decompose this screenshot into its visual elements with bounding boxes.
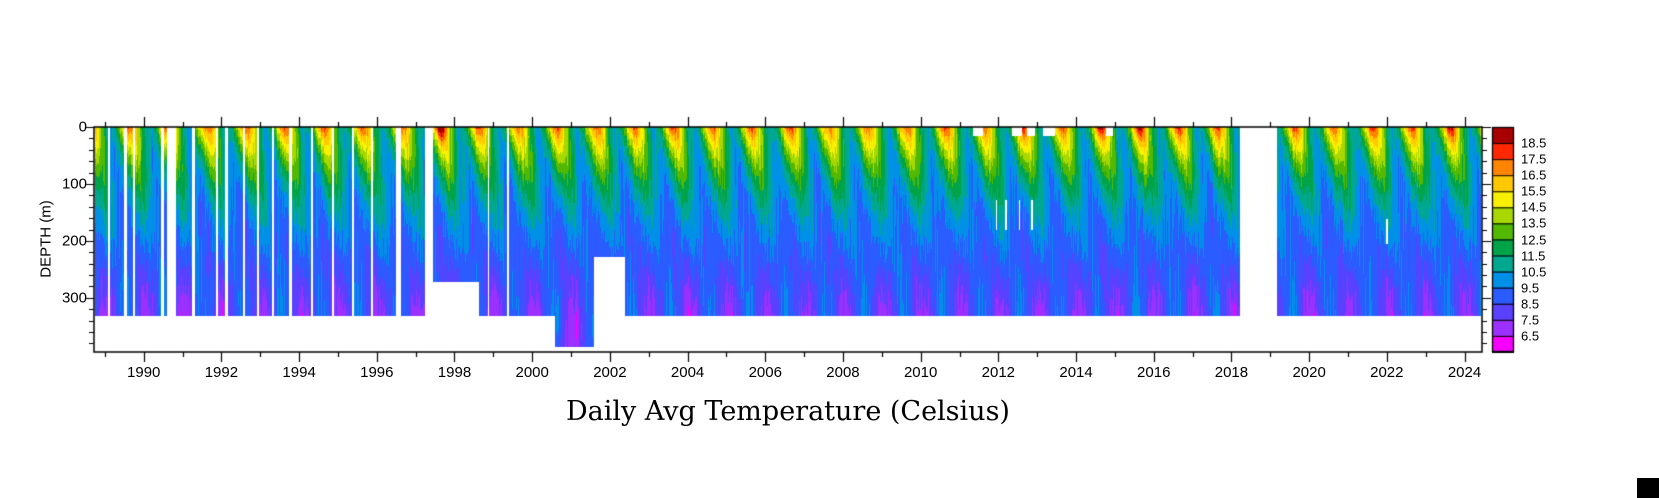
y-axis-tick-label: 0 [78, 118, 87, 136]
corner-mark [1637, 478, 1659, 498]
x-axis-tick-label: 2006 [748, 364, 782, 381]
y-axis-tick-label: 200 [61, 232, 87, 250]
x-axis-tick-label: 2014 [1059, 364, 1093, 381]
x-axis-tick-label: 2012 [981, 364, 1016, 381]
x-axis-tick-label: 2010 [903, 364, 938, 381]
colorbar-tick-label: 13.5 [1521, 215, 1547, 231]
colorbar-tick-label: 14.5 [1521, 199, 1547, 215]
colorbar-tick-label: 10.5 [1521, 264, 1547, 280]
colorbar-tick-label: 18.5 [1521, 135, 1547, 151]
x-axis-tick-label: 2000 [515, 364, 549, 381]
colorbar-tick-label: 8.5 [1521, 296, 1540, 312]
x-axis-tick-label: 2002 [593, 364, 627, 381]
x-axis-tick-label: 1992 [204, 364, 239, 381]
colorbar-tick-label: 9.5 [1521, 280, 1540, 296]
colorbar-tick-label: 7.5 [1521, 312, 1540, 328]
y-axis-tick-label: 100 [61, 175, 87, 193]
y-axis-tick-label: 300 [61, 289, 87, 307]
x-axis-tick-label: 1990 [127, 364, 161, 381]
x-axis-tick-label: 1998 [437, 364, 472, 381]
x-axis-tick-label: 2020 [1292, 364, 1326, 381]
y-axis-label: DEPTH (m) [37, 200, 55, 278]
colorbar-tick-label: 17.5 [1521, 151, 1547, 167]
x-axis-tick-label: 2022 [1370, 364, 1404, 381]
colorbar-tick-label: 12.5 [1521, 232, 1547, 247]
colorbar-tick-label: 11.5 [1521, 248, 1546, 264]
x-axis-tick-label: 2008 [826, 364, 860, 381]
x-axis-tick-label: 2024 [1447, 364, 1482, 381]
colorbar-tick-label: 6.5 [1521, 328, 1540, 344]
x-axis-tick-label: 2016 [1137, 364, 1171, 381]
x-axis-tick-label: 2018 [1214, 364, 1249, 381]
x-axis-tick-label: 1996 [360, 364, 394, 381]
colorbar-tick-label: 15.5 [1521, 183, 1547, 199]
colorbar-tick-label: 16.5 [1521, 167, 1547, 183]
chart-title: Daily Avg Temperature (Celsius) [566, 396, 1010, 427]
x-axis-tick-label: 1994 [282, 364, 316, 381]
x-axis-tick-label: 2004 [670, 364, 705, 381]
